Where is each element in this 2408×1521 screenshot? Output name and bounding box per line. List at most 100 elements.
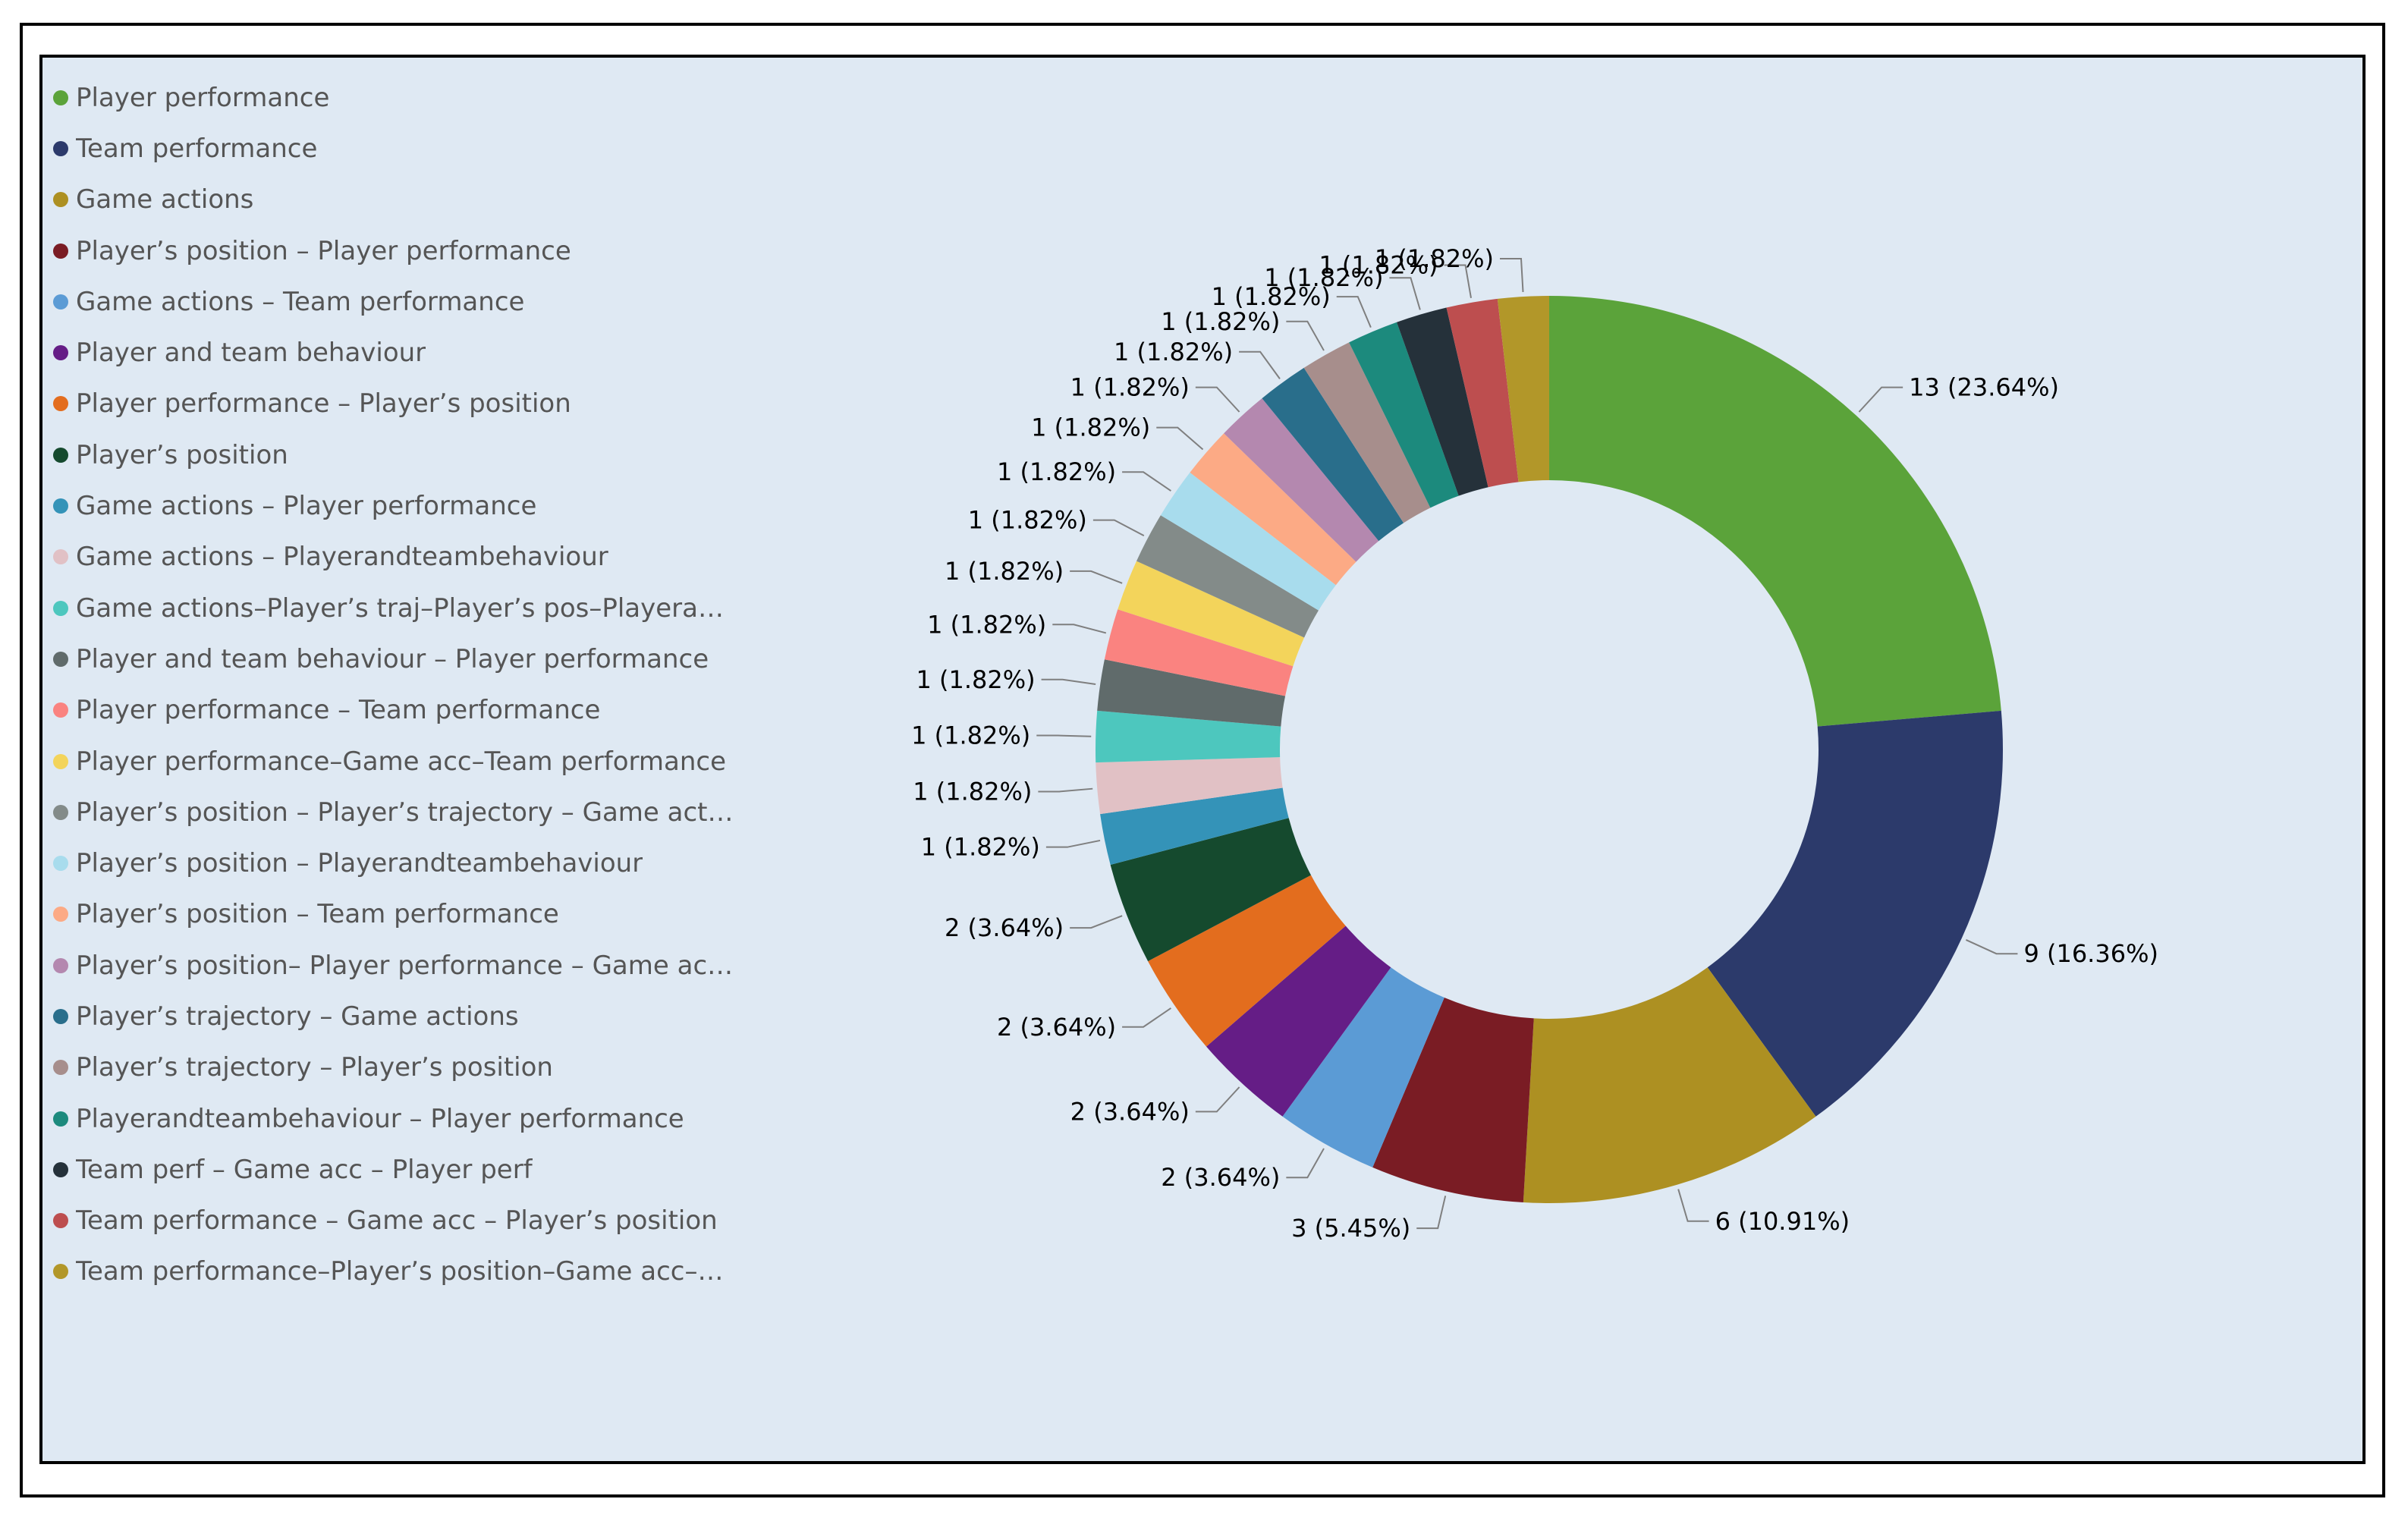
- legend-dot-icon: [53, 1060, 68, 1076]
- leader-line: [1070, 570, 1123, 584]
- leader-line: [1038, 787, 1093, 793]
- donut-slice[interactable]: [1104, 609, 1294, 696]
- leader-line: [1966, 939, 2018, 955]
- data-label: 6 (10.91%): [1715, 1207, 1850, 1236]
- donut-slice[interactable]: [1224, 398, 1379, 562]
- legend-dot-icon: [53, 1008, 68, 1024]
- legend-item[interactable]: Team performance–Player’s position–Game …: [53, 1246, 736, 1297]
- legend-dot-icon: [53, 702, 68, 718]
- legend-item[interactable]: Player’s position – Player’s trajectory …: [53, 787, 736, 837]
- donut-slice[interactable]: [1707, 710, 2003, 1117]
- legend-item[interactable]: Game actions: [53, 174, 736, 225]
- legend-item[interactable]: Player’s position – Player performance: [53, 225, 736, 276]
- leader-line: [1195, 1086, 1240, 1113]
- legend-item[interactable]: Team performance – Game acc – Player’s p…: [53, 1196, 736, 1246]
- legend-dot-icon: [53, 90, 68, 105]
- donut-slice[interactable]: [1262, 367, 1404, 542]
- donut-slice[interactable]: [1096, 757, 1283, 815]
- leader-line: [1286, 1148, 1325, 1179]
- data-label: 2 (3.64%): [997, 1013, 1116, 1042]
- legend-item[interactable]: Team performance: [53, 123, 736, 174]
- data-label: 1 (1.82%): [916, 665, 1035, 694]
- legend-item[interactable]: Player’s position: [53, 429, 736, 480]
- leader-line: [1239, 350, 1281, 379]
- legend-item[interactable]: Player performance – Player’s position: [53, 379, 736, 429]
- leader-line: [1444, 264, 1472, 299]
- donut-slice[interactable]: [1549, 296, 2001, 727]
- leader-line: [1500, 258, 1524, 293]
- legend-dot-icon: [53, 345, 68, 361]
- donut-slice[interactable]: [1397, 307, 1488, 496]
- data-label: 1 (1.82%): [1212, 282, 1331, 311]
- legend-item[interactable]: Player’s trajectory – Player’s position: [53, 1042, 736, 1093]
- data-label: 2 (3.64%): [1070, 1097, 1190, 1126]
- legend-dot-icon: [53, 651, 68, 667]
- donut-slice[interactable]: [1349, 322, 1459, 508]
- leader-line: [1389, 277, 1421, 310]
- donut-slice[interactable]: [1372, 997, 1534, 1203]
- data-label: 1 (1.82%): [1264, 263, 1383, 292]
- donut-slice[interactable]: [1100, 787, 1289, 866]
- legend-item[interactable]: Player and team behaviour – Player perfo…: [53, 633, 736, 684]
- donut-slice[interactable]: [1148, 875, 1346, 1047]
- donut-slice[interactable]: [1206, 925, 1391, 1117]
- legend-dot-icon: [53, 243, 68, 259]
- legend-dot-icon: [53, 1213, 68, 1229]
- legend-item[interactable]: Playerandteambehaviour – Player performa…: [53, 1093, 736, 1144]
- legend-item[interactable]: Game actions–Player’s traj–Player’s pos–…: [53, 583, 736, 633]
- legend-dot-icon: [53, 549, 68, 565]
- legend-dot-icon: [53, 192, 68, 208]
- donut-slice[interactable]: [1446, 298, 1519, 488]
- donut-slice[interactable]: [1096, 710, 1281, 763]
- donut-slice[interactable]: [1303, 342, 1431, 523]
- data-label: 1 (1.82%): [1161, 307, 1280, 336]
- legend-item[interactable]: Game actions – Player performance: [53, 480, 736, 531]
- data-label: 1 (1.82%): [1114, 338, 1233, 366]
- legend-item[interactable]: Game actions – Playerandteambehaviour: [53, 532, 736, 583]
- legend-dot-icon: [53, 600, 68, 616]
- legend-item[interactable]: Player’s trajectory – Game actions: [53, 991, 736, 1042]
- legend-item[interactable]: Player performance: [53, 72, 736, 123]
- donut-slice[interactable]: [1160, 472, 1336, 611]
- leader-line: [1036, 734, 1092, 737]
- data-label: 3 (5.45%): [1291, 1214, 1410, 1243]
- data-label: 13 (23.64%): [1909, 373, 2059, 402]
- legend-dot-icon: [53, 753, 68, 769]
- donut-slice[interactable]: [1136, 515, 1319, 638]
- donut-slice[interactable]: [1190, 433, 1356, 586]
- data-label: 1 (1.82%): [997, 457, 1116, 486]
- data-label: 1 (1.82%): [921, 833, 1040, 862]
- donut-slice[interactable]: [1282, 967, 1444, 1167]
- donut-slice[interactable]: [1118, 561, 1305, 667]
- data-label: 2 (3.64%): [1161, 1163, 1280, 1192]
- data-label: 1 (1.82%): [927, 610, 1046, 639]
- leader-line: [1195, 386, 1240, 413]
- legend-item[interactable]: Player performance – Team performance: [53, 685, 736, 736]
- donut-slice[interactable]: [1523, 967, 1816, 1204]
- leader-line: [1041, 678, 1096, 686]
- donut-slice[interactable]: [1097, 659, 1286, 727]
- legend-dot-icon: [53, 447, 68, 463]
- legend-item[interactable]: Player’s position – Team performance: [53, 889, 736, 940]
- donut-slice[interactable]: [1110, 818, 1312, 962]
- donut-slice[interactable]: [1497, 296, 1549, 482]
- legend-item[interactable]: Player performance–Game acc–Team perform…: [53, 736, 736, 787]
- leader-line: [1122, 1007, 1171, 1028]
- legend-item[interactable]: Player’s position – Playerandteambehavio…: [53, 837, 736, 888]
- legend-item[interactable]: Player and team behaviour: [53, 327, 736, 378]
- legend-item[interactable]: Game actions – Team performance: [53, 276, 736, 327]
- data-label: 2 (3.64%): [945, 913, 1064, 942]
- legend-item[interactable]: Team perf – Game acc – Player perf: [53, 1144, 736, 1195]
- leader-line: [1858, 386, 1903, 413]
- leader-line: [1336, 296, 1372, 328]
- data-label: 1 (1.82%): [913, 777, 1032, 806]
- data-label: 1 (1.82%): [1375, 244, 1494, 273]
- leader-line: [1122, 471, 1171, 492]
- legend-dot-icon: [53, 907, 68, 922]
- data-label: 1 (1.82%): [1319, 250, 1438, 279]
- legend-dot-icon: [53, 957, 68, 973]
- legend-item[interactable]: Player’s position– Player performance – …: [53, 940, 736, 991]
- legend-dot-icon: [53, 1111, 68, 1127]
- legend-dot-icon: [53, 1161, 68, 1177]
